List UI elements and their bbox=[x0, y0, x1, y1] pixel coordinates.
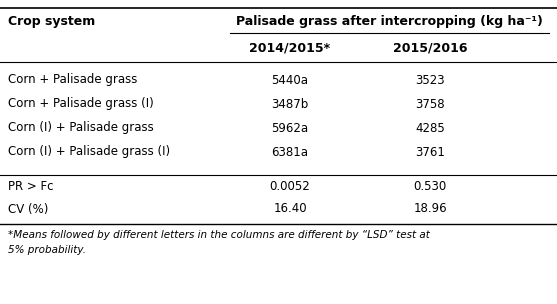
Text: PR > Fc: PR > Fc bbox=[8, 181, 53, 194]
Text: CV (%): CV (%) bbox=[8, 202, 48, 216]
Text: 16.40: 16.40 bbox=[273, 202, 307, 216]
Text: 2015/2016: 2015/2016 bbox=[393, 42, 467, 54]
Text: 5% probability.: 5% probability. bbox=[8, 245, 86, 255]
Text: Corn (I) + Palisade grass: Corn (I) + Palisade grass bbox=[8, 122, 154, 134]
Text: 18.96: 18.96 bbox=[413, 202, 447, 216]
Text: Crop system: Crop system bbox=[8, 16, 95, 29]
Text: 3487b: 3487b bbox=[271, 98, 309, 110]
Text: 5440a: 5440a bbox=[271, 74, 309, 87]
Text: 2014/2015*: 2014/2015* bbox=[250, 42, 330, 54]
Text: Palisade grass after intercropping (kg ha⁻¹): Palisade grass after intercropping (kg h… bbox=[236, 16, 543, 29]
Text: 5962a: 5962a bbox=[271, 122, 309, 134]
Text: 4285: 4285 bbox=[415, 122, 445, 134]
Text: 3761: 3761 bbox=[415, 146, 445, 158]
Text: 6381a: 6381a bbox=[271, 146, 309, 158]
Text: *Means followed by different letters in the columns are different by “LSD” test : *Means followed by different letters in … bbox=[8, 230, 430, 240]
Text: Corn + Palisade grass: Corn + Palisade grass bbox=[8, 74, 138, 87]
Text: Corn + Palisade grass (I): Corn + Palisade grass (I) bbox=[8, 98, 154, 110]
Text: 0.530: 0.530 bbox=[413, 181, 447, 194]
Text: 3758: 3758 bbox=[415, 98, 445, 110]
Text: 3523: 3523 bbox=[415, 74, 445, 87]
Text: 0.0052: 0.0052 bbox=[270, 181, 310, 194]
Text: Corn (I) + Palisade grass (I): Corn (I) + Palisade grass (I) bbox=[8, 146, 170, 158]
